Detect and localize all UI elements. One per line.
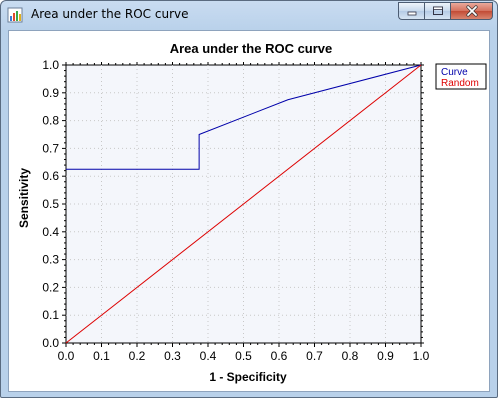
maximize-icon xyxy=(432,6,443,15)
y-tick-label: 0.3 xyxy=(42,253,59,267)
series-line-random xyxy=(65,64,422,344)
chart-app-icon xyxy=(7,7,23,23)
maximize-button[interactable] xyxy=(424,2,450,20)
y-tick-label: 0.8 xyxy=(42,114,59,128)
minor-ticks xyxy=(64,63,423,345)
y-tick-label: 0.2 xyxy=(42,280,59,294)
x-tick-label: 0.8 xyxy=(342,349,359,363)
window-title: Area under the ROC curve xyxy=(31,7,189,21)
legend-box xyxy=(435,63,487,90)
y-tick-label: 0.0 xyxy=(42,336,59,350)
title-bar[interactable]: Area under the ROC curve xyxy=(1,1,497,29)
minimize-button[interactable] xyxy=(398,2,424,20)
x-tick-label: 1.0 xyxy=(413,349,430,363)
close-icon xyxy=(465,5,478,17)
x-tick-label: 0.4 xyxy=(200,349,217,363)
x-tick-label: 0.7 xyxy=(306,349,323,363)
x-tick-label: 0.9 xyxy=(377,349,394,363)
y-tick-label: 1.0 xyxy=(42,58,59,72)
y-tick-label: 0.7 xyxy=(42,141,59,155)
x-tick-label: 0.0 xyxy=(58,349,75,363)
series-lines xyxy=(65,64,422,344)
x-axis-label: 1 - Specificity xyxy=(209,370,287,384)
y-tick-label: 0.6 xyxy=(42,169,59,183)
y-tick-label: 0.4 xyxy=(42,225,59,239)
chart-title: Area under the ROC curve xyxy=(170,41,333,56)
close-button[interactable] xyxy=(450,2,493,20)
y-tick-label: 0.5 xyxy=(42,197,59,211)
y-tick-label: 0.9 xyxy=(42,86,59,100)
x-tick-label: 0.6 xyxy=(271,349,288,363)
minimize-icon xyxy=(407,11,416,16)
y-axis-label: Sensitivity xyxy=(17,168,31,228)
x-tick-label: 0.1 xyxy=(93,349,110,363)
chart-area: Area under the ROC curve 0.0 0.1 0.2 0.3 0.4… xyxy=(8,30,490,392)
legend-item-random: Random xyxy=(441,78,479,89)
x-tick-label: 0.2 xyxy=(129,349,146,363)
x-tick-label: 0.5 xyxy=(235,349,252,363)
series-line-curve xyxy=(66,64,422,170)
y-tick-label: 0.1 xyxy=(42,308,59,322)
legend-item-curve: Curve xyxy=(441,67,468,78)
x-tick-label: 0.3 xyxy=(164,349,181,363)
roc-chart: Area under the ROC curve 0.0 0.1 0.2 0.3 0.4… xyxy=(17,41,487,384)
x-axis-ticks: 0.0 0.1 0.2 0.3 0.4 0.5 0.6 0.7 0.8 0.9 1.0 xyxy=(58,62,430,363)
y-axis-ticks: 0.0 0.1 0.2 0.3 0.4 0.5 0.6 0.7 0.8 0.9 1.0 xyxy=(42,58,424,350)
